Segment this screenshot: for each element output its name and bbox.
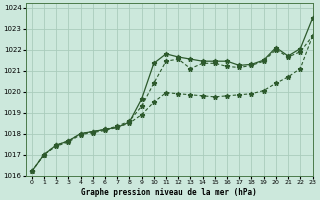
X-axis label: Graphe pression niveau de la mer (hPa): Graphe pression niveau de la mer (hPa): [81, 188, 257, 197]
